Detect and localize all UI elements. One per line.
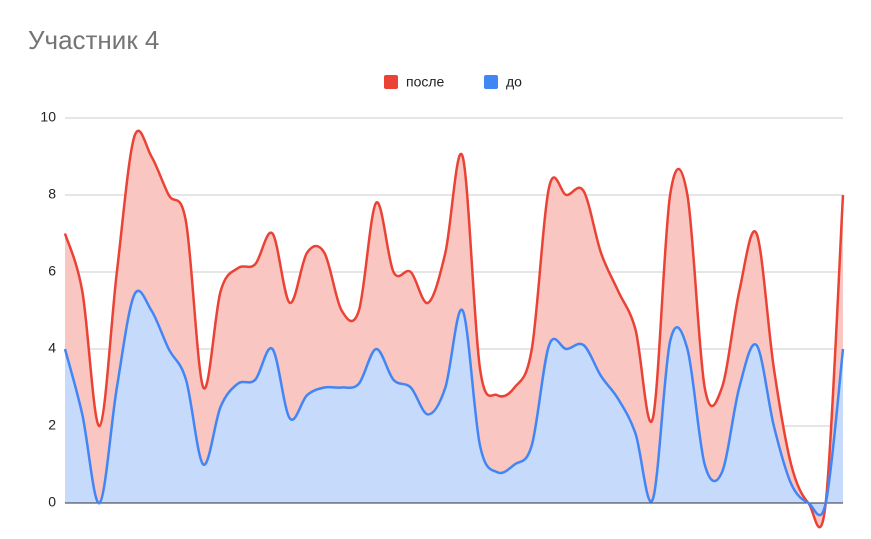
line [63, 289, 845, 517]
y-tick-label: 10 [40, 109, 56, 125]
legend-swatch [484, 75, 498, 89]
y-tick-label: 8 [48, 186, 56, 202]
legend-label: до [506, 74, 522, 90]
line [63, 129, 845, 529]
area [65, 290, 843, 516]
chart-title: Участник 4 [28, 25, 159, 55]
legend-label: после [406, 74, 445, 90]
y-tick-label: 2 [48, 417, 56, 433]
y-tick-label: 0 [48, 494, 56, 510]
legend-swatch [384, 75, 398, 89]
area-backdrop [65, 290, 843, 516]
y-tick-label: 4 [48, 340, 56, 356]
y-tick-label: 6 [48, 263, 56, 279]
